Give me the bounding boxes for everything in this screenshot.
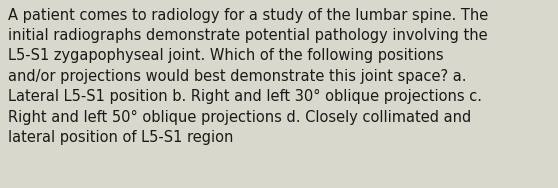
Text: A patient comes to radiology for a study of the lumbar spine. The
initial radiog: A patient comes to radiology for a study…: [8, 8, 488, 145]
